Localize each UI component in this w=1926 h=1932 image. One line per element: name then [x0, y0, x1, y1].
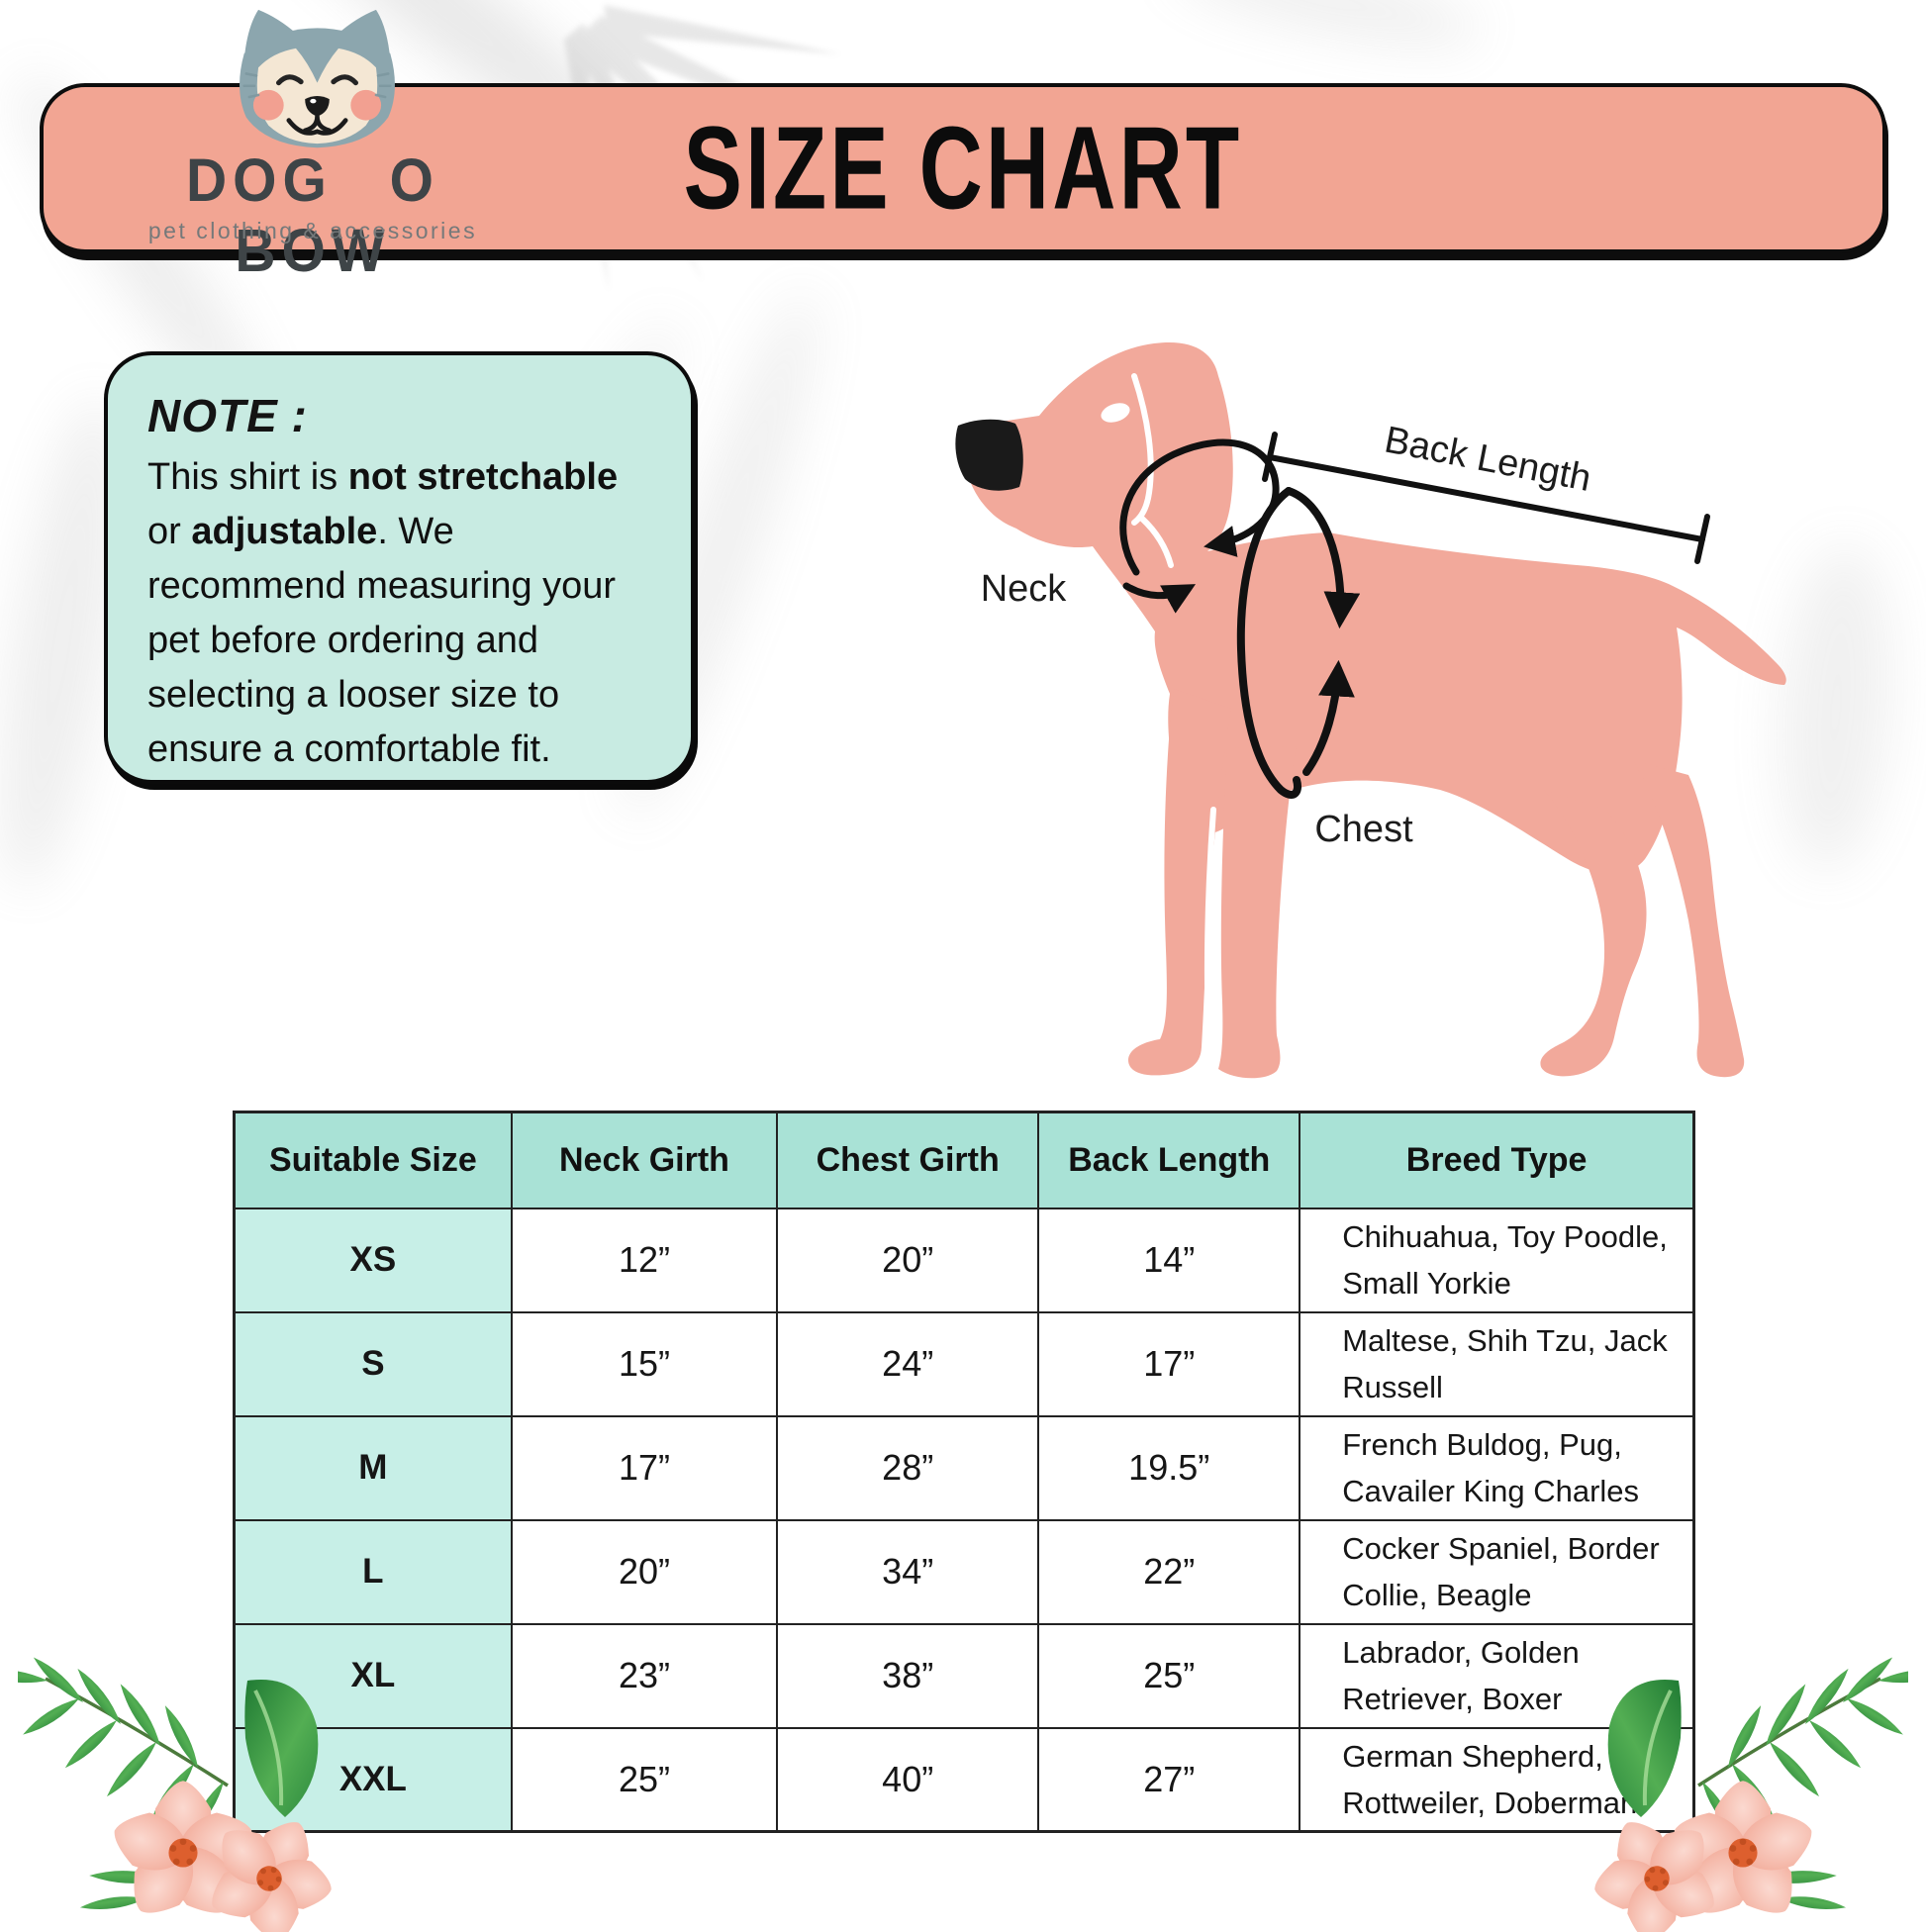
col-header-suitable-size: Suitable Size [233, 1111, 513, 1209]
table-row: L 20” 34” 22” Cocker Spaniel, Border Col… [233, 1518, 1695, 1625]
col-header-chest-girth: Chest Girth [776, 1111, 1040, 1209]
size-cell: L [233, 1518, 513, 1625]
dog-nose [955, 419, 1023, 491]
neck-cell: 20” [510, 1518, 779, 1625]
back-cell: 25” [1037, 1622, 1301, 1729]
col-header-breed-type: Breed Type [1299, 1111, 1695, 1209]
leaf-shadow [1165, 0, 1488, 62]
back-cell: 27” [1037, 1726, 1301, 1833]
chest-cell: 28” [776, 1414, 1040, 1521]
chest-label: Chest [1314, 809, 1413, 850]
table-row: S 15” 24” 17” Maltese, Shih Tzu, Jack Ru… [233, 1310, 1695, 1417]
back-length-label: Back Length [1382, 419, 1594, 500]
table-row: XXL 25” 40” 27” German Shepherd, Rottwei… [233, 1726, 1695, 1833]
table-header-row: Suitable Size Neck Girth Chest Girth Bac… [233, 1111, 1695, 1209]
table-row: XL 23” 38” 25” Labrador, Golden Retrieve… [233, 1622, 1695, 1729]
back-cell: 22” [1037, 1518, 1301, 1625]
dog-eye [1101, 403, 1130, 423]
neck-cell: 17” [510, 1414, 779, 1521]
table-row: XS 12” 20” 14” Chihuahua, Toy Poodle, Sm… [233, 1207, 1695, 1313]
back-length-measure-line [1262, 432, 1710, 564]
breed-cell: Cocker Spaniel, Border Collie, Beagle [1299, 1518, 1695, 1625]
neck-cell: 23” [510, 1622, 779, 1729]
size-cell: M [233, 1414, 513, 1521]
size-cell: XS [233, 1207, 513, 1313]
neck-cell: 25” [510, 1726, 779, 1833]
breed-cell: Maltese, Shih Tzu, Jack Russell [1299, 1310, 1695, 1417]
table-row: M 17” 28” 19.5” French Buldog, Pug, Cava… [233, 1414, 1695, 1521]
chest-cell: 40” [776, 1726, 1040, 1833]
chest-cell: 24” [776, 1310, 1040, 1417]
chest-cell: 20” [776, 1207, 1040, 1313]
dog-measurement-diagram: Back Length Neck Chest [940, 337, 1811, 1118]
breed-cell: Chihuahua, Toy Poodle, Small Yorkie [1299, 1207, 1695, 1313]
note-box: NOTE : This shirt is not stretchable or … [104, 351, 695, 784]
chest-measure-arrows [1236, 487, 1361, 799]
floral-decoration-right [1582, 1648, 1908, 1932]
size-cell: S [233, 1310, 513, 1417]
back-cell: 17” [1037, 1310, 1301, 1417]
page-title-wrap: SIZE CHART [40, 83, 1886, 253]
chest-cell: 34” [776, 1518, 1040, 1625]
breed-cell: French Buldog, Pug, Cavailer King Charle… [1299, 1414, 1695, 1521]
brand-name: DOG O BOW [185, 145, 439, 286]
col-header-neck-girth: Neck Girth [510, 1111, 779, 1209]
breed-cell: Labrador, Golden Retriever, Boxer [1299, 1622, 1695, 1729]
col-header-back-length: Back Length [1037, 1111, 1301, 1209]
brand-logo-husky-icon [240, 9, 395, 148]
chest-cell: 38” [776, 1622, 1040, 1729]
neck-cell: 12” [510, 1207, 779, 1313]
back-cell: 14” [1037, 1207, 1301, 1313]
dog-silhouette [963, 341, 1786, 1079]
neck-label: Neck [981, 568, 1068, 610]
note-title: NOTE : [147, 390, 308, 441]
neck-cell: 15” [510, 1310, 779, 1417]
back-cell: 19.5” [1037, 1414, 1301, 1521]
size-chart-table: Suitable Size Neck Girth Chest Girth Bac… [233, 1111, 1695, 1833]
floral-decoration-left [18, 1648, 344, 1932]
page-title: SIZE CHART [683, 102, 1243, 235]
brand-tagline: pet clothing & accessories [147, 218, 478, 243]
note-body: This shirt is not stretchable or adjusta… [147, 456, 619, 770]
